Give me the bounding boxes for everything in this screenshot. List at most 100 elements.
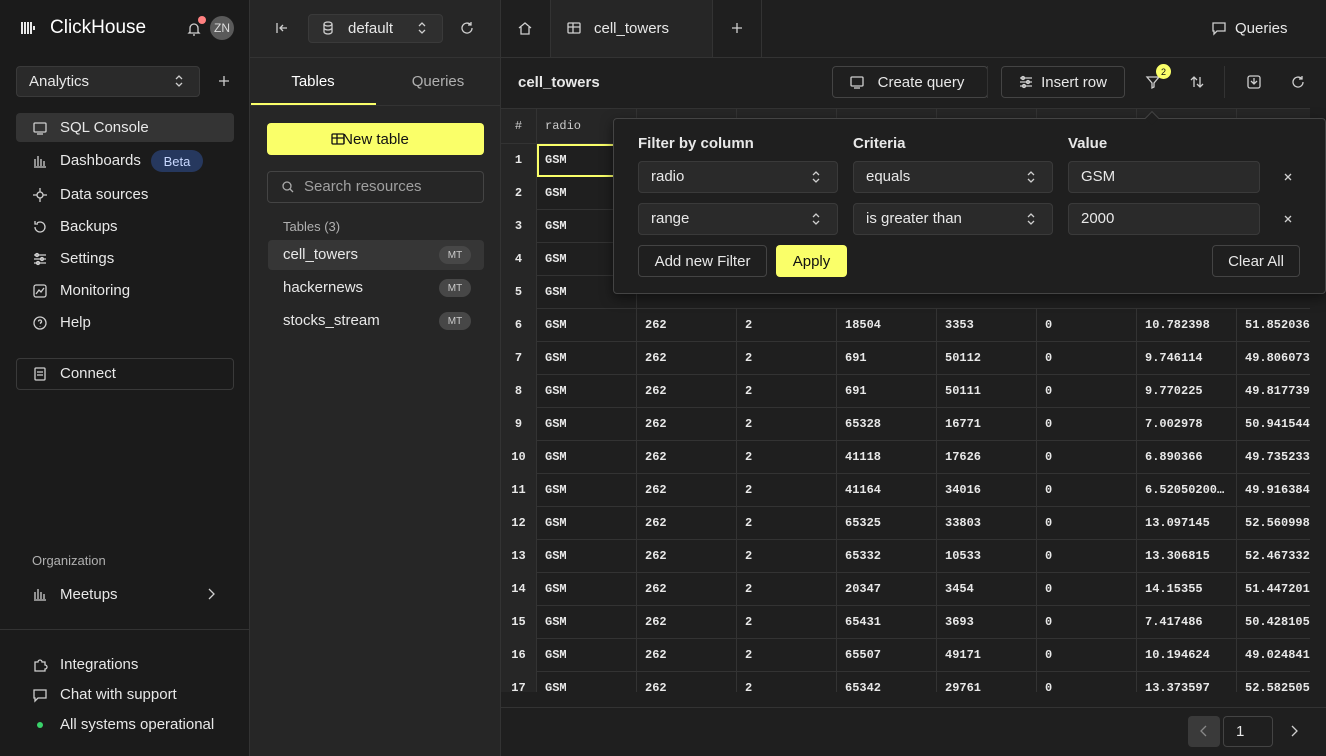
org-name[interactable]: Meetups xyxy=(60,585,118,605)
sort-icon[interactable] xyxy=(1191,77,1203,87)
cell[interactable]: 0 xyxy=(1037,507,1137,540)
cell[interactable]: 2 xyxy=(737,309,837,342)
cell[interactable]: 65328 xyxy=(837,408,937,441)
cell[interactable]: 262 xyxy=(637,408,737,441)
cell[interactable]: 0 xyxy=(1037,606,1137,639)
cell[interactable]: GSM xyxy=(537,342,637,375)
cell[interactable]: 10.782398 xyxy=(1137,309,1237,342)
cell[interactable]: 2 xyxy=(737,507,837,540)
cell[interactable]: 51.852036 xyxy=(1237,309,1310,342)
row-number[interactable]: 13 xyxy=(501,540,537,573)
cell[interactable]: 2 xyxy=(737,639,837,672)
cell[interactable]: GSM xyxy=(537,408,637,441)
table-badge[interactable]: MT xyxy=(439,279,471,297)
cell[interactable]: GSM xyxy=(537,639,637,672)
next-icon[interactable] xyxy=(1286,723,1302,739)
table-name[interactable]: cell_towers xyxy=(283,245,358,265)
cell[interactable]: 262 xyxy=(637,606,737,639)
cell[interactable]: 262 xyxy=(637,639,737,672)
cell[interactable]: 49171 xyxy=(937,639,1037,672)
cell[interactable]: 52.582505 xyxy=(1237,672,1310,692)
cell[interactable]: GSM xyxy=(537,606,637,639)
cell[interactable]: 2 xyxy=(737,375,837,408)
cell[interactable]: 0 xyxy=(1037,309,1137,342)
cell[interactable]: 49.024841 xyxy=(1237,639,1310,672)
cell[interactable]: 65325 xyxy=(837,507,937,540)
cell[interactable]: 50111 xyxy=(937,375,1037,408)
cell[interactable]: 0 xyxy=(1037,375,1137,408)
cell[interactable]: 262 xyxy=(637,342,737,375)
cell[interactable]: 7.002978 xyxy=(1137,408,1237,441)
footer-item[interactable]: All systems operational xyxy=(60,715,214,735)
cell[interactable]: 262 xyxy=(637,540,737,573)
cell[interactable]: 65507 xyxy=(837,639,937,672)
cell[interactable]: 65431 xyxy=(837,606,937,639)
filter-count-badge[interactable]: 2 xyxy=(1156,64,1171,79)
collapse-icon[interactable] xyxy=(274,20,290,36)
cell[interactable]: GSM xyxy=(537,672,637,692)
cell[interactable]: 0 xyxy=(1037,441,1137,474)
row-number[interactable]: 2 xyxy=(501,177,537,210)
cell[interactable]: 0 xyxy=(1037,342,1137,375)
new-tab-icon[interactable] xyxy=(729,20,745,36)
row-number[interactable]: 10 xyxy=(501,441,537,474)
clear-all-button[interactable]: Clear All xyxy=(1212,245,1300,277)
cell[interactable]: 0 xyxy=(1037,639,1137,672)
cell[interactable]: 2 xyxy=(737,540,837,573)
cell[interactable]: 3693 xyxy=(937,606,1037,639)
nav-item[interactable]: SQL Console xyxy=(60,118,149,138)
cell[interactable]: 17626 xyxy=(937,441,1037,474)
cell[interactable]: 2 xyxy=(737,408,837,441)
table-name[interactable]: hackernews xyxy=(283,278,363,298)
cell[interactable]: 50.941544 xyxy=(1237,408,1310,441)
cell[interactable]: 13.097145 xyxy=(1137,507,1237,540)
next-icon[interactable] xyxy=(1292,726,1297,736)
cell[interactable]: 262 xyxy=(637,474,737,507)
cell[interactable]: 2 xyxy=(737,342,837,375)
cell[interactable]: 34016 xyxy=(937,474,1037,507)
nav-item[interactable]: Data sources xyxy=(60,185,148,205)
cell[interactable]: 262 xyxy=(637,441,737,474)
cell[interactable]: 0 xyxy=(1037,540,1137,573)
cell[interactable]: GSM xyxy=(537,573,637,606)
new-tab-icon[interactable] xyxy=(732,23,742,33)
home-icon[interactable] xyxy=(517,20,533,36)
cell[interactable]: 262 xyxy=(637,573,737,606)
refresh-icon[interactable] xyxy=(1290,74,1306,90)
cell[interactable]: 49.806073 xyxy=(1237,342,1310,375)
new-table-button[interactable]: New table xyxy=(267,123,484,155)
home-icon[interactable] xyxy=(519,23,531,34)
filter-icon[interactable] xyxy=(1147,77,1159,88)
cell[interactable]: 10.194624 xyxy=(1137,639,1237,672)
cell[interactable]: GSM xyxy=(537,507,637,540)
cell[interactable]: 2 xyxy=(737,474,837,507)
cell[interactable]: 3454 xyxy=(937,573,1037,606)
row-number[interactable]: 8 xyxy=(501,375,537,408)
cell[interactable]: 691 xyxy=(837,375,937,408)
add-service-icon[interactable] xyxy=(216,73,232,89)
row-number[interactable]: 3 xyxy=(501,210,537,243)
panel-tab[interactable]: Tables xyxy=(253,66,373,96)
cell[interactable]: 262 xyxy=(637,375,737,408)
cell[interactable]: 65342 xyxy=(837,672,937,692)
sort-icon[interactable] xyxy=(1189,74,1205,90)
queries-label[interactable]: Queries xyxy=(1235,19,1288,39)
nav-item[interactable]: Help xyxy=(60,313,91,333)
add-service-icon[interactable] xyxy=(219,76,229,86)
cell[interactable]: 65332 xyxy=(837,540,937,573)
cell[interactable]: 10533 xyxy=(937,540,1037,573)
cell[interactable]: 262 xyxy=(637,507,737,540)
cell[interactable]: GSM xyxy=(537,441,637,474)
cell[interactable]: 13.306815 xyxy=(1137,540,1237,573)
cell[interactable]: 49.817739 xyxy=(1237,375,1310,408)
nav-item[interactable]: Monitoring xyxy=(60,281,130,301)
cell[interactable]: 2 xyxy=(737,606,837,639)
cell[interactable]: 262 xyxy=(637,309,737,342)
table-badge[interactable]: MT xyxy=(439,246,471,264)
cell[interactable]: 6.890366 xyxy=(1137,441,1237,474)
beta-badge[interactable]: Beta xyxy=(151,150,203,172)
cell[interactable]: 14.15355 xyxy=(1137,573,1237,606)
row-number[interactable]: 4 xyxy=(501,243,537,276)
add-filter-button[interactable]: Add new Filter xyxy=(638,245,767,277)
row-number[interactable]: 6 xyxy=(501,309,537,342)
